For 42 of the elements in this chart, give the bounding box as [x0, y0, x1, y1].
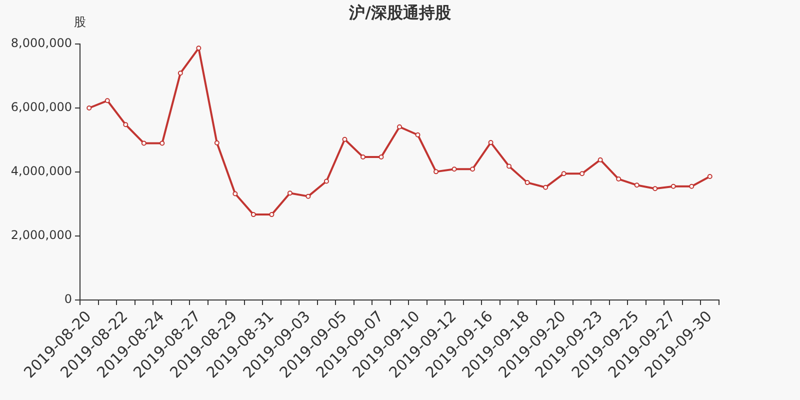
- point: [707, 174, 712, 179]
- point: [415, 132, 420, 138]
- point: [670, 184, 676, 189]
- point: [689, 184, 694, 189]
- y-tick-label: 6,000,000: [10, 100, 72, 114]
- point: [196, 46, 202, 51]
- point: [598, 157, 603, 162]
- point: [634, 182, 640, 188]
- point: [580, 171, 585, 176]
- point: [378, 154, 384, 160]
- point: [470, 166, 476, 172]
- point: [452, 166, 457, 172]
- chart-title: 沪/深股通持股: [348, 3, 452, 22]
- point: [434, 169, 439, 174]
- point: [397, 124, 402, 130]
- point: [616, 176, 622, 182]
- point: [214, 140, 220, 146]
- y-axis-title: 股: [74, 15, 86, 30]
- point: [123, 122, 128, 128]
- point: [488, 140, 494, 146]
- point: [104, 98, 110, 104]
- point: [561, 171, 566, 176]
- point: [543, 184, 548, 190]
- point: [342, 136, 348, 142]
- y-tick-label: 2,000,000: [10, 228, 72, 242]
- point: [324, 178, 329, 184]
- y-tick-label: 4,000,000: [10, 164, 72, 178]
- point: [306, 194, 311, 199]
- point: [360, 154, 366, 160]
- y-tick-label: 0: [64, 292, 72, 306]
- point: [524, 180, 530, 186]
- point: [250, 212, 256, 218]
- point: [141, 140, 146, 146]
- point: [506, 164, 512, 169]
- point: [178, 70, 183, 76]
- point: [287, 190, 292, 196]
- point: [86, 106, 92, 110]
- point: [160, 140, 165, 146]
- y-tick-label: 8,000,000: [10, 36, 72, 50]
- point: [232, 191, 238, 196]
- point: [652, 186, 658, 192]
- point: [269, 212, 274, 218]
